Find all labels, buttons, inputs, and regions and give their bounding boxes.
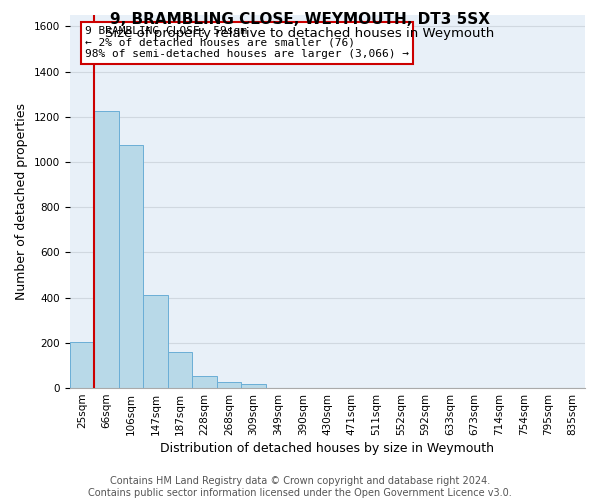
- Bar: [241, 384, 266, 388]
- Text: Size of property relative to detached houses in Weymouth: Size of property relative to detached ho…: [106, 28, 494, 40]
- Bar: [119, 145, 143, 388]
- Bar: [168, 352, 192, 388]
- X-axis label: Distribution of detached houses by size in Weymouth: Distribution of detached houses by size …: [160, 442, 494, 455]
- Text: 9 BRAMBLING CLOSE: 59sqm
← 2% of detached houses are smaller (76)
98% of semi-de: 9 BRAMBLING CLOSE: 59sqm ← 2% of detache…: [85, 26, 409, 60]
- Y-axis label: Number of detached properties: Number of detached properties: [15, 103, 28, 300]
- Bar: [70, 342, 94, 388]
- Bar: [143, 296, 168, 388]
- Bar: [217, 382, 241, 388]
- Text: 9, BRAMBLING CLOSE, WEYMOUTH, DT3 5SX: 9, BRAMBLING CLOSE, WEYMOUTH, DT3 5SX: [110, 12, 490, 28]
- Bar: [192, 376, 217, 388]
- Text: Contains HM Land Registry data © Crown copyright and database right 2024.
Contai: Contains HM Land Registry data © Crown c…: [88, 476, 512, 498]
- Bar: [94, 111, 119, 388]
